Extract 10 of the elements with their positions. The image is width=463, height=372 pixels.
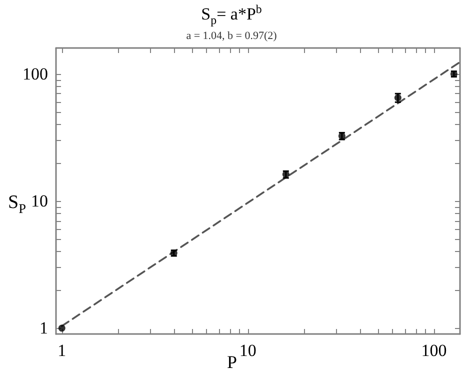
chart-subtitle: a = 1.04, b = 0.97(2) (185, 30, 278, 42)
y-tick-label: 10 (31, 192, 48, 211)
y-tick-label: 1 (40, 318, 48, 338)
x-tick-label: 100 (421, 341, 447, 360)
y-tick-label: 100 (22, 64, 48, 84)
chart-title: S$_{p}$= a*P$^{b}$ (200, 2, 263, 28)
x-tick-label: 10 (239, 341, 256, 360)
x-axis-title: P (226, 352, 237, 372)
y-axis-title: S$_{P}$ (8, 192, 26, 217)
x-tick-label: 1 (58, 341, 66, 360)
